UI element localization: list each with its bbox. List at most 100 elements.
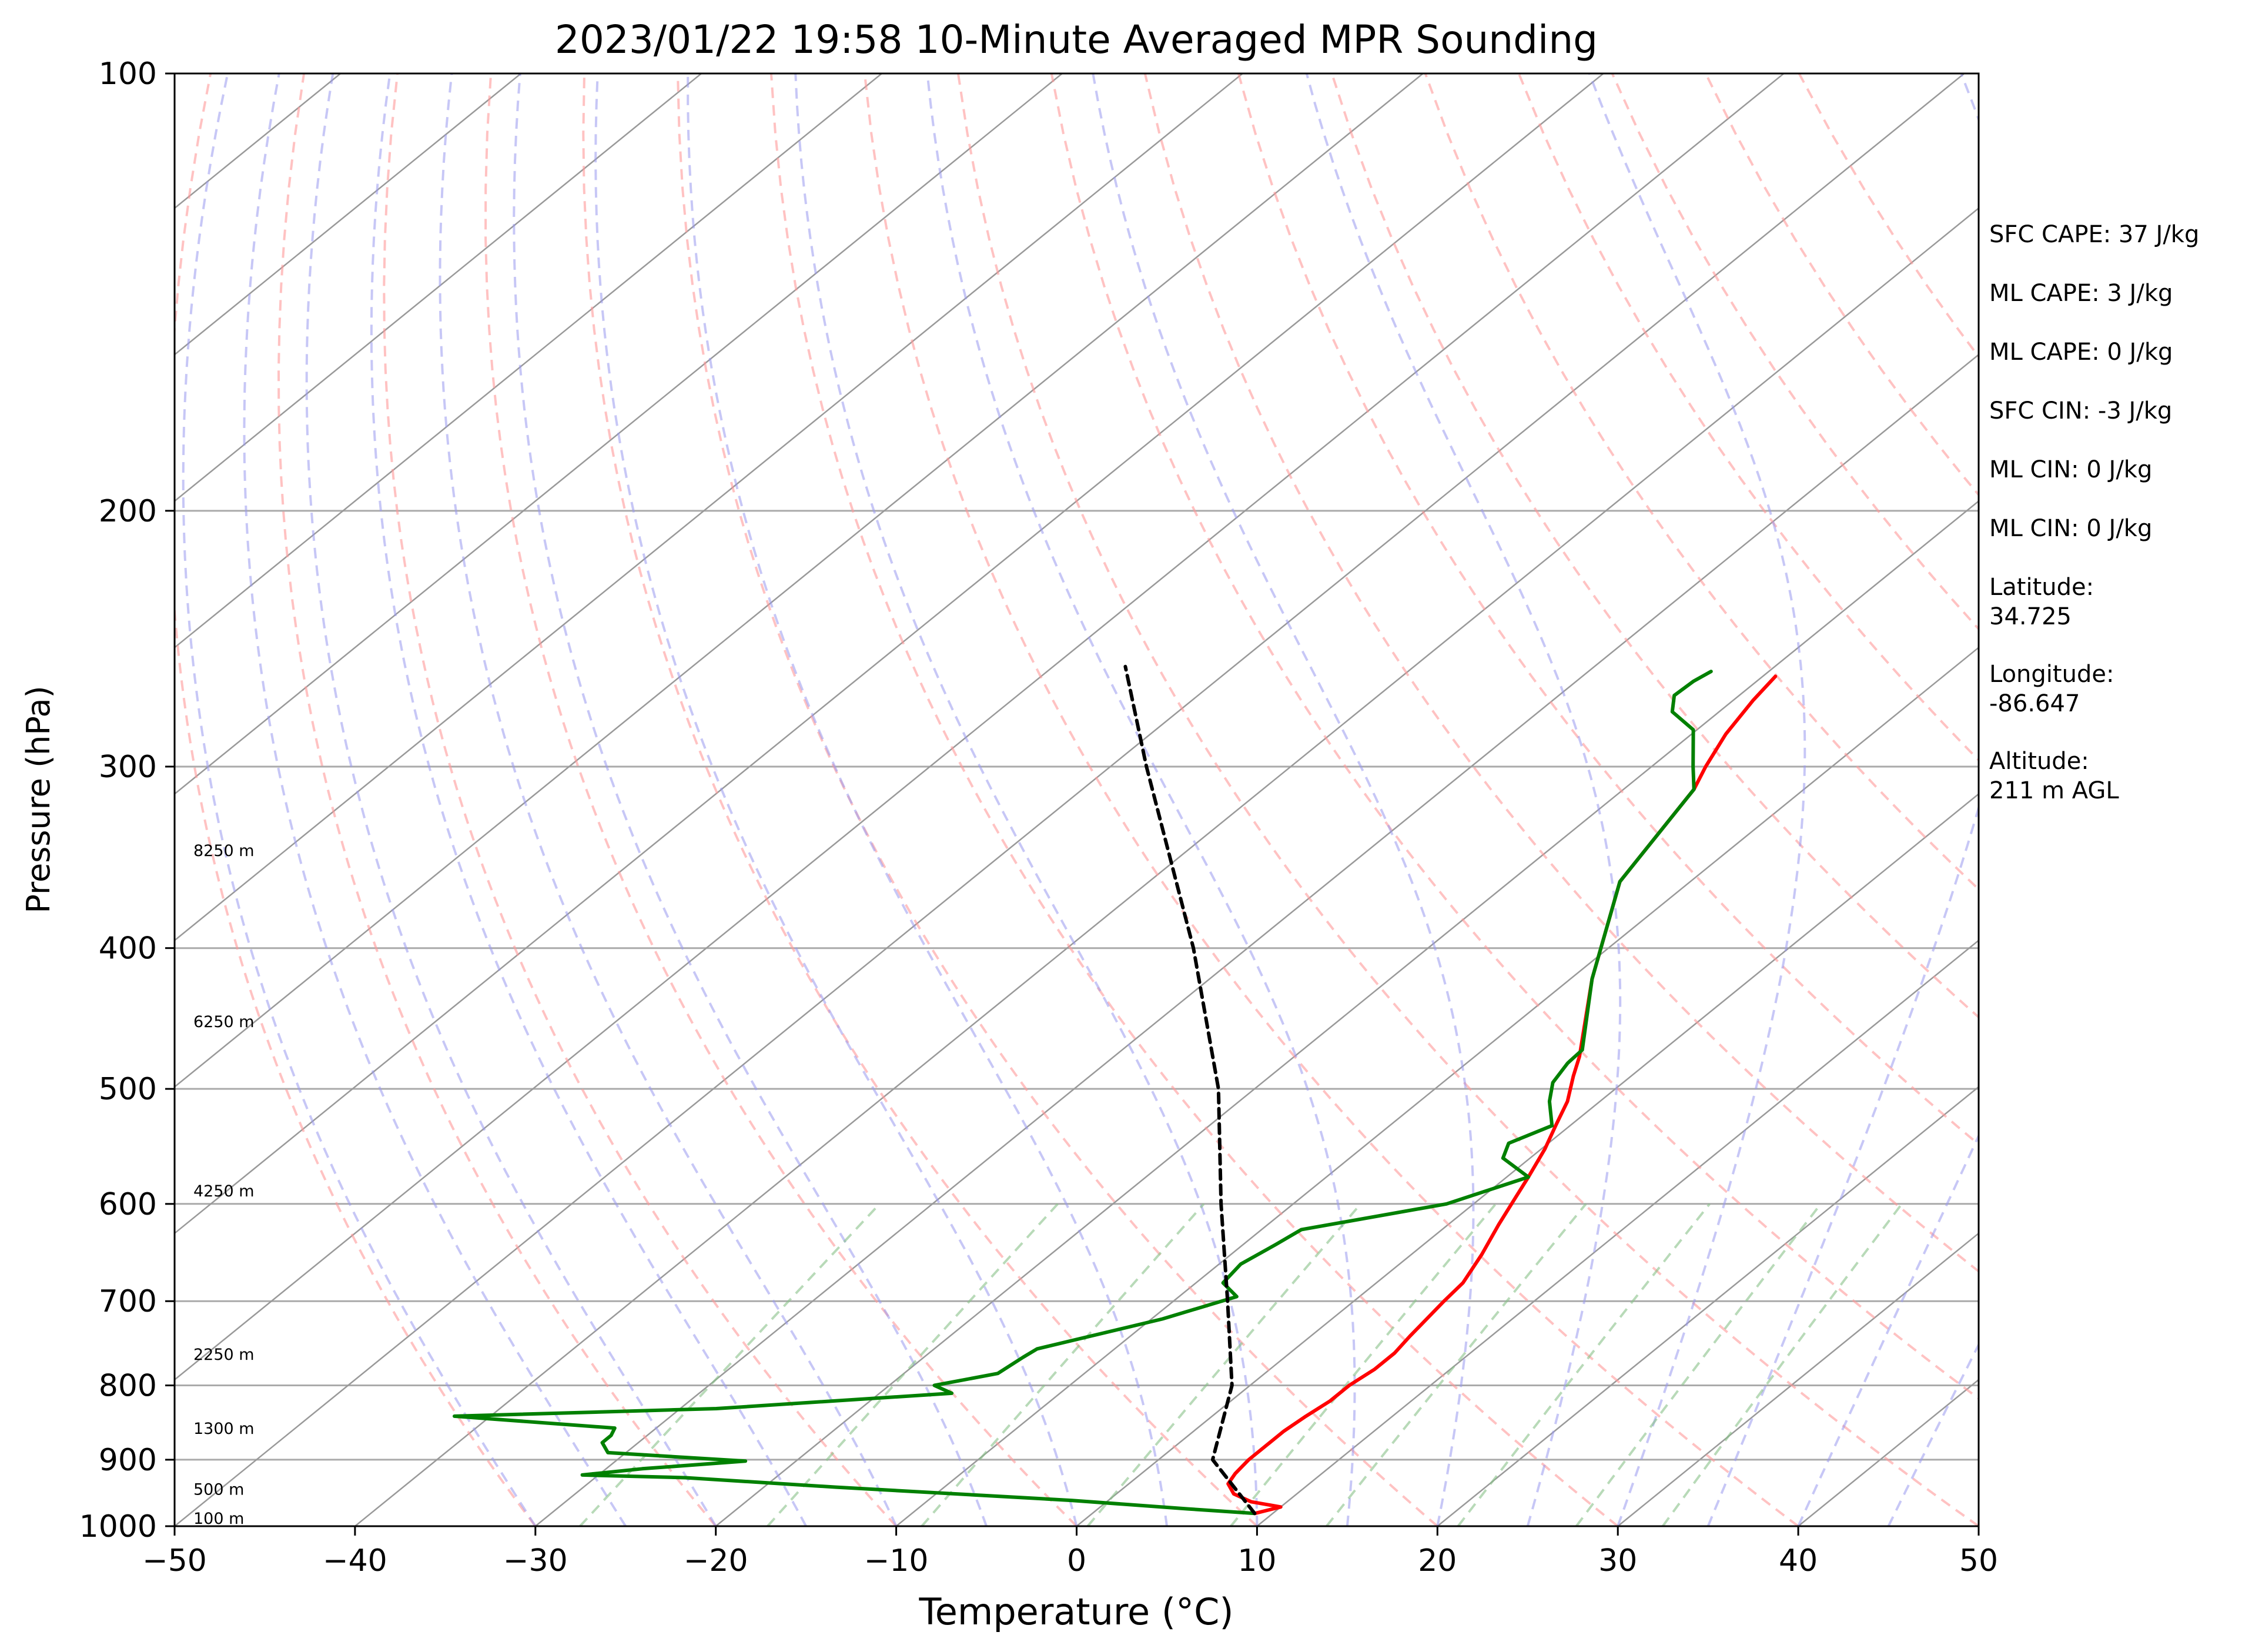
y-tick-label: 100	[99, 56, 157, 92]
annotation-text: ML CAPE: 3 J/kg	[1989, 280, 2173, 307]
moist-adiabat-line	[687, 73, 1168, 1526]
x-tick-label: −20	[684, 1543, 748, 1579]
mixing-ratio-line	[1457, 1203, 1711, 1526]
mixing-ratio-line	[1661, 1203, 1903, 1526]
moist-adiabat-line	[926, 73, 1356, 1526]
moist-adiabat-line	[182, 73, 537, 1526]
isotherm-line	[1437, 1086, 1979, 1526]
x-tick-label: −50	[142, 1543, 207, 1579]
height-label: 100 m	[193, 1510, 244, 1528]
moist-adiabat-line	[1887, 1342, 1979, 1526]
height-label: 2250 m	[193, 1346, 255, 1364]
isotherm-line	[175, 73, 1785, 1381]
parcel-line	[1123, 664, 1257, 1516]
dry-adiabat-line	[1424, 73, 1979, 891]
dry-adiabat-line	[383, 73, 898, 1526]
moist-adiabat-line	[243, 73, 627, 1526]
isotherm-line	[535, 353, 1979, 1526]
mixing-ratio-line	[1086, 1203, 1362, 1526]
annotation-text: Altitude:	[1989, 748, 2089, 775]
x-tick-label: −40	[323, 1543, 387, 1579]
y-tick-label: 500	[99, 1072, 157, 1107]
annotation-text: Latitude:	[1989, 574, 2094, 601]
info-annotations: SFC CAPE: 37 J/kg ML CAPE: 3 J/kg ML CAPE:…	[1989, 221, 2199, 804]
dry-adiabat-line	[1050, 73, 1979, 1400]
dry-adiabat-line	[484, 73, 1078, 1526]
dry-adiabat-line	[277, 73, 717, 1526]
height-label: 8250 m	[193, 842, 255, 860]
chart-title: 2023/01/22 19:58 10-Minute Averaged MPR …	[555, 17, 1598, 62]
dewpoint-line	[453, 670, 1713, 1516]
annotation-text: Longitude:	[1989, 661, 2114, 688]
annotation-text: 34.725	[1989, 603, 2072, 630]
y-tick-label: 900	[99, 1443, 157, 1478]
isotherm-line	[895, 646, 1979, 1526]
height-labels: 100 m 500 m 1300 m 2250 m 4250 m 6250 m 8250 m	[193, 842, 255, 1528]
x-axis-label: Temperature (°C)	[918, 1590, 1233, 1633]
dry-adiabat-line	[582, 73, 1258, 1526]
moist-adiabat-line	[1092, 73, 1475, 1526]
y-tick-label: 300	[99, 750, 157, 785]
isotherm-line	[175, 73, 702, 502]
height-label: 500 m	[193, 1481, 244, 1499]
height-label: 1300 m	[193, 1420, 255, 1438]
dry-adiabat-line	[1237, 73, 1979, 1146]
moist-adiabat-line	[1305, 73, 1622, 1526]
x-tick-label: 40	[1779, 1543, 1818, 1579]
y-tick-label: 200	[99, 494, 157, 529]
x-tick-label: 10	[1237, 1543, 1276, 1579]
annotation-text: SFC CAPE: 37 J/kg	[1989, 221, 2199, 248]
isotherm-line	[1076, 792, 1979, 1526]
isotherm-line	[175, 73, 522, 356]
x-tick-label: −30	[503, 1543, 568, 1579]
x-tick-label: 50	[1959, 1543, 1998, 1579]
isotherm-line	[175, 73, 1243, 942]
annotation-text: ML CAPE: 0 J/kg	[1989, 339, 2173, 366]
moist-adiabat-line	[1797, 1133, 1979, 1526]
x-tick-label: 20	[1418, 1543, 1457, 1579]
dry-adiabat-line	[769, 73, 1619, 1526]
dry-adiabat-line	[175, 73, 537, 1526]
height-label: 4250 m	[193, 1182, 255, 1200]
annotation-text: ML CIN: 0 J/kg	[1989, 515, 2152, 542]
x-axis-ticks: −50 −40 −30 −20 −10 0 10 20 30 40 50	[142, 1526, 1998, 1579]
mixing-ratio-line	[1575, 1203, 1822, 1526]
isotherm-line	[175, 73, 1604, 1235]
y-axis-ticks: 1000 900 800 700 600 500 400 300 200 100	[79, 56, 175, 1544]
mixing-ratio-line	[767, 1203, 1059, 1526]
y-tick-label: 600	[99, 1187, 157, 1222]
height-label: 6250 m	[193, 1013, 255, 1031]
isotherm-line	[175, 73, 1965, 1526]
dry-adiabat-line	[863, 73, 1799, 1526]
y-axis-label: Pressure (hPa)	[20, 685, 57, 913]
isotherm-line	[715, 500, 1979, 1526]
x-tick-label: 0	[1067, 1543, 1086, 1579]
x-tick-label: −10	[864, 1543, 929, 1579]
dry-adiabat-line	[956, 73, 1979, 1526]
isotherm-line	[354, 207, 1979, 1526]
annotation-text: -86.647	[1989, 690, 2080, 717]
y-tick-label: 700	[99, 1284, 157, 1319]
isotherm-line	[175, 73, 882, 649]
isotherm-line	[175, 73, 1424, 1088]
x-tick-label: 30	[1598, 1543, 1637, 1579]
isotherm-line	[1256, 939, 1979, 1526]
moist-adiabat-line	[439, 73, 898, 1526]
dry-adiabat-line	[677, 73, 1438, 1526]
isotherm-line	[1617, 1232, 1979, 1526]
annotation-text: ML CIN: 0 J/kg	[1989, 456, 2152, 483]
y-tick-label: 400	[99, 931, 157, 967]
background-lines	[175, 73, 1979, 1526]
moist-adiabat-line	[513, 73, 988, 1526]
annotation-text: SFC CIN: -3 J/kg	[1989, 397, 2172, 424]
isotherm-line	[175, 73, 1063, 795]
annotation-text: 211 m AGL	[1989, 777, 2119, 804]
moist-adiabat-line	[594, 73, 1078, 1526]
y-tick-label: 800	[99, 1369, 157, 1404]
mixing-ratio-line	[1230, 1203, 1497, 1526]
mixing-ratio-line	[921, 1203, 1205, 1526]
mixing-ratio-line	[1326, 1203, 1587, 1526]
mixing-ratio-line	[579, 1203, 881, 1526]
